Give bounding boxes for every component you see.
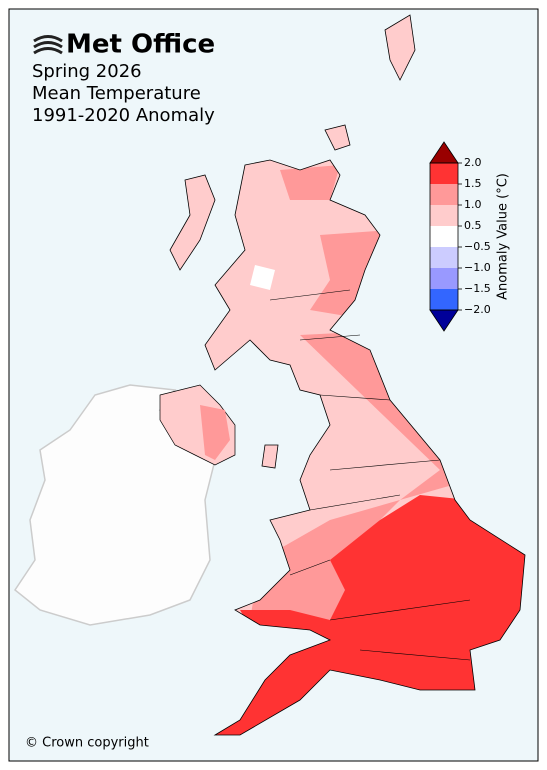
colorbar-segment bbox=[430, 163, 458, 184]
colorbar-segment bbox=[430, 289, 458, 310]
colorbar-frame bbox=[429, 162, 459, 311]
ni-region bbox=[200, 405, 230, 460]
colorbar-tick-label: −1.0 bbox=[464, 261, 491, 274]
isle-of-man bbox=[261, 444, 279, 469]
colorbar-segment bbox=[430, 184, 458, 205]
logo-mark bbox=[33, 35, 63, 55]
colorbar-segment bbox=[430, 247, 458, 268]
title-line: Spring 2026 bbox=[32, 61, 142, 82]
gb-outline bbox=[204, 159, 526, 736]
colorbar-tick-label: −1.5 bbox=[464, 282, 491, 295]
colorbar-segment bbox=[430, 205, 458, 226]
colorbar-tick-label: −2.0 bbox=[464, 303, 491, 316]
copyright: © Crown copyright bbox=[25, 736, 149, 751]
colorbar-tick-label: 0.5 bbox=[464, 219, 482, 232]
colorbar-tick-label: 2.0 bbox=[464, 156, 482, 169]
title-line: Mean Temperature bbox=[32, 83, 201, 104]
colorbar-tick-label: 1.5 bbox=[464, 177, 482, 190]
colorbar-tick-label: −0.5 bbox=[464, 240, 491, 253]
gb-high-anomaly bbox=[205, 495, 525, 735]
colorbar-label: Anomaly Value (°C) bbox=[496, 173, 511, 300]
outer-hebrides bbox=[169, 174, 216, 271]
colorbar-tick-label: 1.0 bbox=[464, 198, 482, 211]
colorbar-segment bbox=[430, 226, 458, 247]
colorbar: 2.0 1.5 1.0 0.5 −0.5 −1.0 −1.5 −2.0 Anomaly Valu… bbox=[429, 141, 511, 332]
region-borders bbox=[269, 289, 471, 661]
logo-text: Met Office bbox=[66, 30, 215, 60]
title-line: 1991-2020 Anomaly bbox=[32, 105, 215, 126]
northern-isles bbox=[324, 14, 416, 151]
colorbar-segment bbox=[430, 268, 458, 289]
